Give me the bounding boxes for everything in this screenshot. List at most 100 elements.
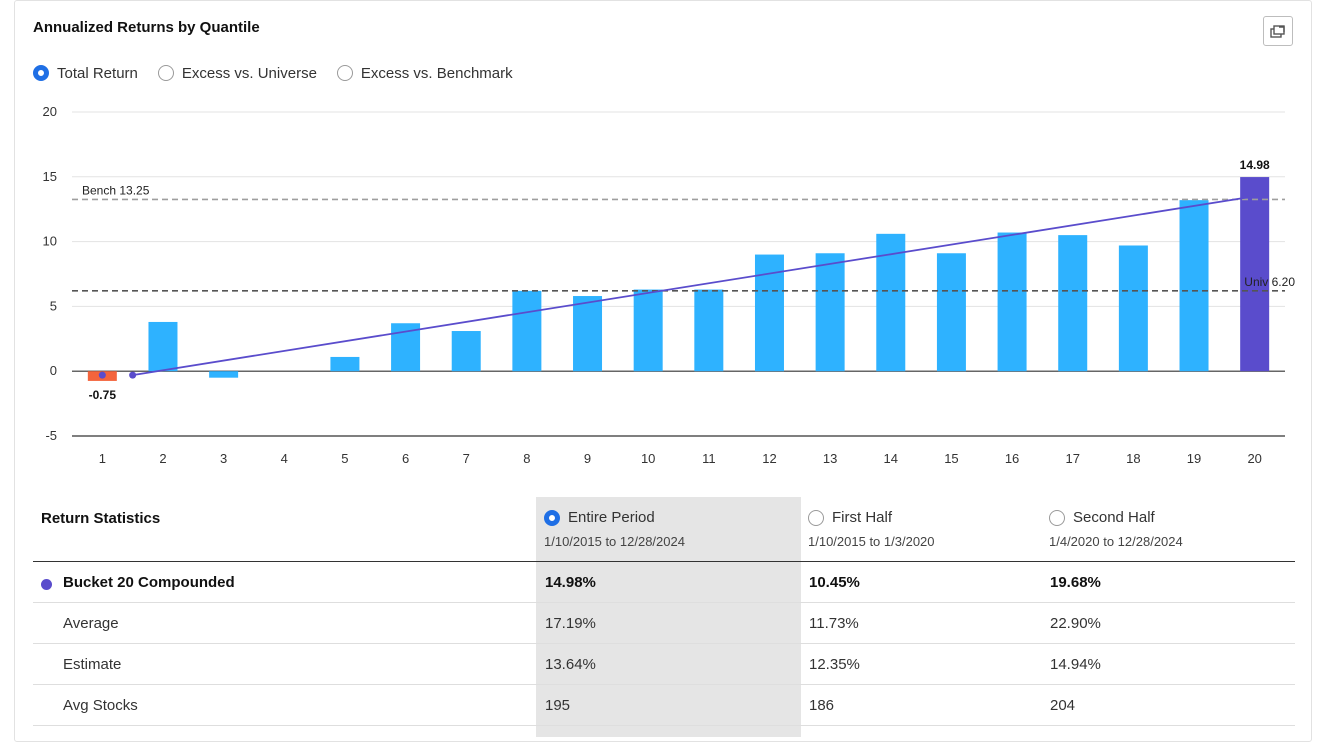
- bar-17: [1058, 235, 1088, 372]
- stats-row-avg-stocks: Avg Stocks 195 186 204: [33, 685, 1295, 726]
- view-mode-selector: Total Return Excess vs. Universe Excess …: [33, 63, 533, 83]
- x-tick-label: 14: [884, 451, 898, 466]
- x-tick-label: 19: [1187, 451, 1201, 466]
- radio-selected-icon: [33, 65, 49, 81]
- cell-first-half: 186: [809, 697, 835, 714]
- series-dot-icon: [41, 579, 52, 590]
- cell-second-half: 14.94%: [1050, 656, 1101, 673]
- period-first-half[interactable]: First Half 1/10/2015 to 1/3/2020: [808, 509, 935, 549]
- radio-unselected-icon: [808, 509, 824, 526]
- radio-unselected-icon: [157, 65, 174, 81]
- x-tick-label: 13: [823, 451, 837, 466]
- cell-first-half: 11.73%: [809, 615, 859, 632]
- x-tick-label: 5: [341, 451, 348, 466]
- radio-unselected-icon: [1049, 509, 1065, 526]
- period-range: 1/10/2015 to 1/3/2020: [808, 534, 935, 549]
- export-image-icon: [1270, 25, 1285, 38]
- x-tick-label: 3: [220, 451, 227, 466]
- x-tick-label: 11: [702, 451, 716, 466]
- chart-title: Annualized Returns by Quantile: [33, 19, 260, 36]
- x-tick-label: 18: [1126, 451, 1140, 466]
- period-label: Entire Period: [568, 509, 655, 526]
- cell-second-half: 19.68%: [1050, 574, 1101, 591]
- x-tick-label: 10: [641, 451, 655, 466]
- cell-entire: 13.64%: [545, 656, 596, 673]
- period-entire[interactable]: Entire Period 1/10/2015 to 12/28/2024: [544, 509, 685, 549]
- x-tick-label: 16: [1005, 451, 1019, 466]
- bar-3: [209, 371, 239, 378]
- stats-row-bucket-20: Bucket 20 Compounded 14.98% 10.45% 19.68…: [33, 562, 1295, 603]
- option-excess-vs-benchmark[interactable]: Excess vs. Benchmark: [336, 64, 513, 82]
- radio-unselected-icon: [336, 65, 353, 81]
- bar-14: [876, 233, 906, 372]
- bar-10: [633, 289, 663, 372]
- period-second-half[interactable]: Second Half 1/4/2020 to 12/28/2024: [1049, 509, 1183, 549]
- radio-selected-icon: [544, 509, 560, 526]
- data-label: 14.98: [1240, 158, 1270, 172]
- export-button[interactable]: [1263, 16, 1293, 46]
- x-tick-label: 2: [159, 451, 166, 466]
- trend-point: [129, 371, 137, 379]
- cell-first-half: 12.35%: [809, 656, 860, 673]
- y-tick-label: -5: [45, 428, 57, 443]
- period-range: 1/10/2015 to 12/28/2024: [544, 534, 685, 549]
- cell-entire: 17.19%: [545, 615, 596, 632]
- bar-13: [815, 253, 845, 372]
- x-tick-label: 8: [523, 451, 530, 466]
- cell-first-half: 10.45%: [809, 574, 860, 591]
- selected-period-column: [536, 497, 801, 737]
- bar-11: [694, 289, 724, 372]
- x-tick-label: 15: [944, 451, 958, 466]
- x-tick-label: 1: [99, 451, 106, 466]
- stats-title: Return Statistics: [41, 510, 161, 527]
- x-tick-label: 7: [463, 451, 470, 466]
- row-label: Avg Stocks: [63, 697, 138, 714]
- bar-19: [1179, 200, 1209, 372]
- option-total-return[interactable]: Total Return: [33, 65, 138, 82]
- return-statistics-table: Return Statistics Entire Period 1/10/201…: [33, 497, 1295, 737]
- bar-7: [451, 331, 481, 372]
- bar-2: [148, 321, 178, 372]
- data-label: -0.75: [89, 388, 117, 402]
- option-excess-vs-universe[interactable]: Excess vs. Universe: [157, 64, 317, 82]
- row-label: Estimate: [63, 656, 122, 673]
- bar-20: [1240, 177, 1270, 372]
- option-label: Total Return: [57, 64, 138, 82]
- y-tick-label: 5: [50, 298, 57, 313]
- cell-entire: 195: [545, 697, 571, 714]
- trend-line: [132, 195, 1255, 376]
- benchmark-label: Bench 13.25: [82, 183, 150, 197]
- universe-label: Univ 6.20: [1244, 275, 1295, 289]
- cell-second-half: 204: [1050, 697, 1076, 714]
- x-tick-label: 4: [281, 451, 288, 466]
- y-tick-label: 15: [43, 169, 57, 184]
- stats-row-estimate: Estimate 13.64% 12.35% 14.94%: [33, 644, 1295, 685]
- bar-5: [330, 356, 360, 372]
- bar-8: [512, 290, 542, 372]
- x-tick-label: 20: [1247, 451, 1261, 466]
- bar-15: [936, 253, 966, 372]
- bar-9: [573, 296, 603, 372]
- row-label: Bucket 20 Compounded: [63, 574, 235, 591]
- row-label: Average: [63, 615, 119, 632]
- option-label: Excess vs. Benchmark: [360, 64, 513, 82]
- bar-18: [1118, 245, 1148, 372]
- trend-point: [98, 371, 106, 379]
- stats-row-average: Average 17.19% 11.73% 22.90%: [33, 603, 1295, 644]
- y-tick-label: 10: [43, 234, 57, 249]
- x-tick-label: 12: [762, 451, 776, 466]
- cell-entire: 14.98%: [545, 574, 596, 591]
- option-label: Excess vs. Universe: [181, 64, 317, 82]
- y-tick-label: 20: [43, 104, 57, 119]
- period-label: Second Half: [1073, 509, 1155, 526]
- x-tick-label: 9: [584, 451, 591, 466]
- period-range: 1/4/2020 to 12/28/2024: [1049, 534, 1183, 549]
- period-label: First Half: [832, 509, 892, 526]
- stats-header: Return Statistics Entire Period 1/10/201…: [33, 497, 1295, 562]
- y-tick-label: 0: [50, 363, 57, 378]
- x-tick-label: 17: [1065, 451, 1079, 466]
- x-tick-label: 6: [402, 451, 409, 466]
- cell-second-half: 22.90%: [1050, 615, 1101, 632]
- bar-16: [997, 232, 1027, 372]
